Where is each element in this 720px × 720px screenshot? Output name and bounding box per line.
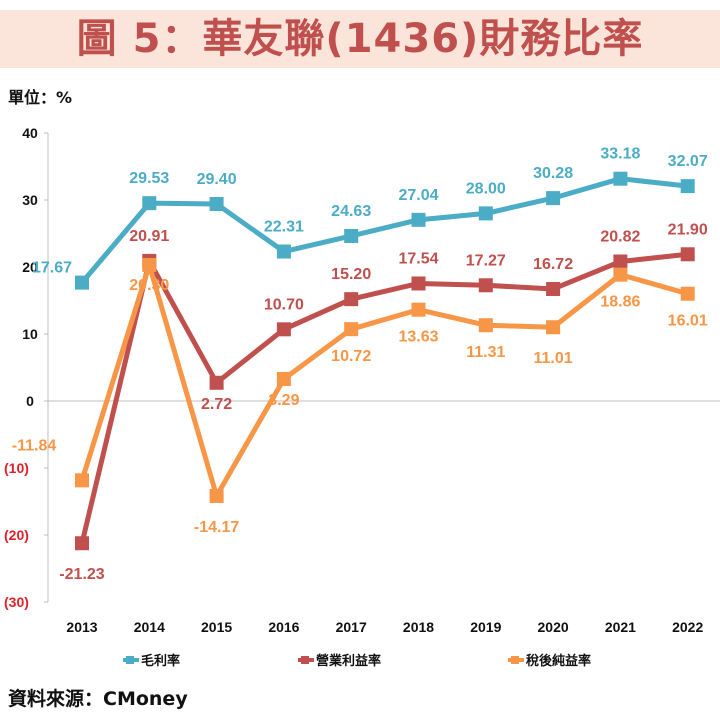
- data-point-marker: [478, 318, 493, 333]
- series-line-1: [80, 176, 688, 285]
- data-label: 32.07: [668, 153, 708, 170]
- data-label: 29.40: [197, 171, 237, 188]
- y-tick-label: 20: [22, 259, 38, 275]
- data-point-marker: [613, 254, 628, 269]
- x-tick-label: 2018: [403, 619, 434, 635]
- data-label: 20.91: [129, 228, 169, 245]
- data-label: 13.63: [398, 329, 438, 346]
- data-label: 29.53: [129, 170, 169, 187]
- data-label: -14.17: [194, 519, 239, 536]
- legend-marker: [511, 656, 519, 664]
- title-band: [0, 10, 720, 68]
- data-point-marker: [75, 473, 89, 488]
- data-label: 17.27: [466, 252, 506, 269]
- data-label: 2.72: [201, 396, 232, 413]
- data-point-marker: [344, 228, 359, 243]
- data-label: 21.90: [668, 221, 708, 238]
- series-line-3: [79, 262, 689, 499]
- data-label: -11.84: [12, 437, 57, 454]
- x-tick-label: 2015: [201, 619, 232, 635]
- data-point-marker: [680, 179, 695, 194]
- x-tick-label: 2014: [134, 619, 165, 635]
- data-label: 17.54: [398, 250, 438, 267]
- y-tick-label: (30): [4, 594, 29, 610]
- chart-title: 圖 5：華友聯(1436)財務比率: [76, 16, 644, 62]
- data-point-marker: [209, 488, 224, 503]
- data-point-marker: [546, 191, 561, 206]
- y-tick-label: 0: [26, 393, 34, 409]
- legend-label: 毛利率: [141, 653, 180, 669]
- data-label: 15.20: [331, 266, 371, 283]
- y-tick-label: 40: [22, 125, 38, 141]
- data-label: 28.00: [466, 180, 506, 197]
- data-point-marker: [209, 375, 224, 390]
- data-label: 24.63: [331, 203, 371, 220]
- data-label: 10.70: [264, 296, 304, 313]
- data-point-marker: [411, 276, 426, 291]
- y-tick-label: (20): [4, 527, 29, 543]
- source-note: 資料來源：CMoney: [8, 688, 188, 710]
- x-tick-label: 2020: [538, 619, 569, 635]
- legend-marker: [126, 656, 134, 664]
- data-point-marker: [546, 281, 561, 296]
- data-point-marker: [344, 292, 359, 307]
- data-label: 27.04: [398, 187, 438, 204]
- data-point-marker: [276, 322, 291, 337]
- y-tick-label: 10: [22, 326, 38, 342]
- data-point-marker: [75, 536, 89, 551]
- data-point-marker: [142, 196, 157, 211]
- data-point-marker: [613, 267, 628, 282]
- x-tick-label: 2019: [470, 619, 501, 635]
- x-tick-label: 2022: [672, 619, 703, 635]
- series-line-2: [79, 251, 688, 544]
- legend-marker: [301, 656, 309, 664]
- x-tick-label: 2017: [336, 619, 367, 635]
- data-point-marker: [613, 171, 628, 186]
- data-label: 16.01: [668, 313, 708, 330]
- data-point-marker: [344, 322, 359, 337]
- data-label: -21.23: [59, 566, 104, 583]
- data-point-marker: [478, 206, 493, 221]
- x-tick-label: 2016: [268, 619, 299, 635]
- data-point-marker: [546, 320, 561, 335]
- data-label: 3.29: [268, 392, 299, 409]
- data-label: 10.72: [331, 348, 371, 365]
- data-point-marker: [680, 247, 695, 262]
- data-point-marker: [276, 371, 291, 386]
- data-label: 11.01: [534, 350, 573, 367]
- x-tick-label: 2021: [605, 619, 636, 635]
- y-tick-label: 30: [22, 192, 38, 208]
- data-label: 18.86: [600, 294, 640, 311]
- data-label: 11.31: [466, 344, 505, 361]
- data-point-marker: [680, 286, 695, 301]
- data-point-marker: [478, 278, 493, 293]
- data-label: 16.72: [533, 256, 573, 273]
- data-point-marker: [276, 244, 291, 259]
- legend-label: 稅後純益率: [526, 653, 591, 669]
- unit-label: 單位：%: [8, 88, 73, 107]
- data-label: 20.30: [129, 277, 169, 294]
- x-tick-label: 2013: [66, 619, 97, 635]
- data-label: 22.31: [264, 219, 304, 236]
- data-point-marker: [209, 197, 224, 212]
- data-label: 20.82: [600, 229, 640, 246]
- data-point-marker: [411, 212, 426, 227]
- data-point-marker: [142, 257, 157, 272]
- data-point-marker: [75, 275, 89, 290]
- data-label: 17.67: [32, 260, 72, 277]
- data-label: 30.28: [533, 165, 573, 182]
- data-label: 33.18: [600, 146, 640, 163]
- data-point-marker: [411, 302, 426, 317]
- legend-label: 營業利益率: [316, 653, 381, 669]
- y-tick-label: (10): [4, 460, 29, 476]
